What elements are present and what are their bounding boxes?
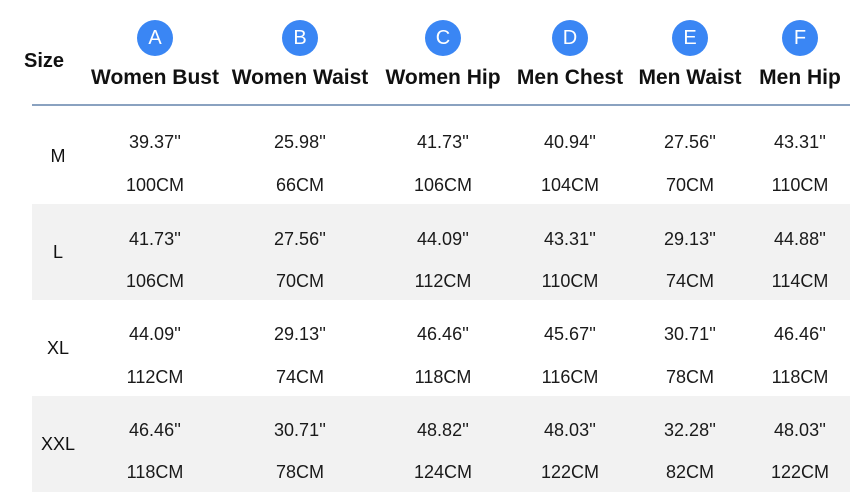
column-label-men-hip: Men Hip	[759, 66, 841, 89]
table-cell: 48.03''	[774, 420, 826, 440]
table-cell: 44.09''	[129, 324, 181, 344]
table-cell: 48.82''	[417, 420, 469, 440]
table-cell: 100CM	[125, 175, 185, 195]
table-cell: 104CM	[540, 175, 600, 195]
badge-a: A	[137, 20, 173, 56]
table-cell: 46.46''	[417, 324, 469, 344]
table-cell: 46.46''	[129, 420, 181, 440]
table-row-xl: XL 44.09'' 29.13'' 46.46'' 45.67'' 30.71…	[32, 300, 850, 396]
table-cell: 29.13''	[664, 229, 716, 249]
header-divider	[32, 104, 850, 106]
badge-b: B	[282, 20, 318, 56]
table-cell: 118CM	[126, 462, 184, 482]
table-cell: 30.71''	[274, 420, 326, 440]
table-cell: 110CM	[541, 271, 599, 291]
table-cell: 110CM	[771, 175, 829, 195]
table-cell: 118CM	[771, 367, 829, 387]
badge-f: F	[782, 20, 818, 56]
row-size-label: XL	[46, 338, 70, 358]
table-cell: 118CM	[414, 367, 472, 387]
column-label-men-waist: Men Waist	[638, 66, 742, 89]
table-cell: 44.88''	[774, 229, 826, 249]
table-cell: 30.71''	[664, 324, 716, 344]
table-cell: 43.31''	[544, 229, 596, 249]
column-label-women-hip: Women Hip	[385, 66, 501, 89]
table-row-xxl: XXL 46.46'' 30.71'' 48.82'' 48.03'' 32.2…	[32, 396, 850, 492]
column-label-men-chest: Men Chest	[516, 66, 624, 89]
table-cell: 74CM	[665, 271, 715, 291]
table-cell: 40.94''	[544, 132, 596, 152]
table-cell: 66CM	[275, 175, 325, 195]
table-cell: 116CM	[541, 367, 599, 387]
column-label-women-bust: Women Bust	[91, 66, 219, 89]
table-cell: 29.13''	[274, 324, 326, 344]
table-cell: 74CM	[275, 367, 325, 387]
table-row-l: L 41.73'' 27.56'' 44.09'' 43.31'' 29.13'…	[32, 204, 850, 300]
table-cell: 41.73''	[129, 229, 181, 249]
table-cell: 39.37''	[129, 132, 181, 152]
table-cell: 45.67''	[544, 324, 596, 344]
row-size-label: XXL	[40, 434, 76, 454]
table-cell: 25.98''	[274, 132, 326, 152]
badge-d: D	[552, 20, 588, 56]
table-cell: 27.56''	[274, 229, 326, 249]
table-cell: 78CM	[665, 367, 715, 387]
table-cell: 122CM	[770, 462, 830, 482]
table-cell: 43.31''	[774, 132, 826, 152]
row-size-label: M	[50, 146, 66, 166]
column-label-women-waist: Women Waist	[231, 66, 369, 89]
table-row-m: M 39.37'' 25.98'' 41.73'' 40.94'' 27.56'…	[32, 108, 850, 204]
table-cell: 106CM	[413, 175, 473, 195]
table-cell: 112CM	[126, 367, 184, 387]
row-size-label: L	[52, 242, 63, 262]
table-cell: 70CM	[275, 271, 325, 291]
table-cell: 114CM	[771, 271, 829, 291]
table-cell: 82CM	[665, 462, 715, 482]
table-cell: 32.28''	[664, 420, 716, 440]
table-cell: 27.56''	[664, 132, 716, 152]
badge-e: E	[672, 20, 708, 56]
table-cell: 46.46''	[774, 324, 826, 344]
size-column-header: Size	[23, 50, 65, 72]
table-cell: 48.03''	[544, 420, 596, 440]
table-cell: 41.73''	[417, 132, 469, 152]
table-cell: 122CM	[540, 462, 600, 482]
table-cell: 78CM	[275, 462, 325, 482]
table-cell: 112CM	[414, 271, 472, 291]
badge-c: C	[425, 20, 461, 56]
table-cell: 44.09''	[417, 229, 469, 249]
table-cell: 70CM	[665, 175, 715, 195]
table-cell: 106CM	[125, 271, 185, 291]
table-cell: 124CM	[413, 462, 473, 482]
